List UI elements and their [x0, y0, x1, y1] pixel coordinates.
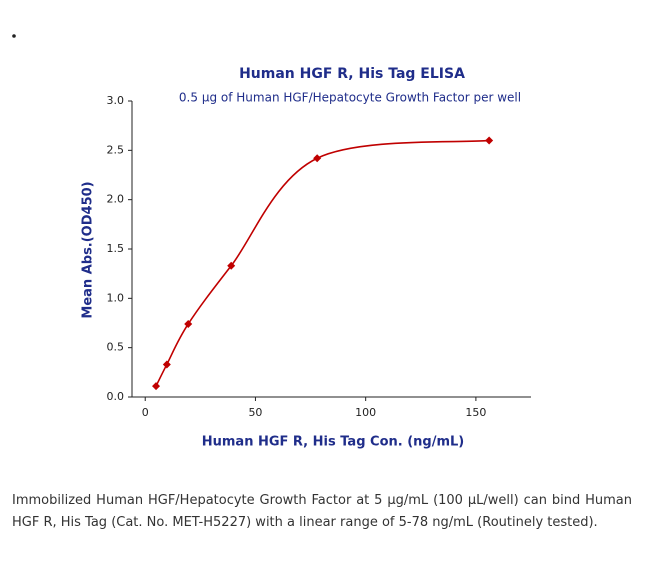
data-point [184, 319, 193, 328]
y-tick-label: 0.0 [107, 390, 125, 403]
y-axis-label: Mean Abs.(OD450) [81, 181, 96, 318]
bullet [12, 34, 16, 38]
x-tick-label: 0 [142, 406, 149, 419]
caption: Immobilized Human HGF/Hepatocyte Growth … [12, 493, 632, 530]
data-point [485, 136, 494, 145]
y-tick-label: 1.0 [107, 291, 125, 304]
data-point [313, 154, 322, 163]
x-tick-label: 150 [465, 406, 486, 419]
y-tick-label: 3.0 [107, 94, 125, 107]
y-tick-label: 2.5 [107, 143, 125, 156]
fit-curve [155, 139, 490, 387]
data-point [162, 360, 171, 369]
y-tick-label: 2.0 [107, 193, 125, 206]
y-tick-label: 0.5 [107, 341, 125, 354]
x-tick-label: 100 [355, 406, 376, 419]
chart-subtitle: 0.5 μg of Human HGF/Hepatocyte Growth Fa… [179, 91, 521, 105]
x-tick-label: 50 [248, 406, 262, 419]
y-tick-label: 1.5 [107, 242, 125, 255]
data-point [227, 261, 236, 270]
data-point [152, 382, 161, 391]
chart: Human HGF R, His Tag ELISA 0.5 μg of Hum… [12, 34, 531, 450]
chart-title: Human HGF R, His Tag ELISA [239, 66, 465, 82]
x-axis-label: Human HGF R, His Tag Con. (ng/mL) [202, 435, 465, 450]
